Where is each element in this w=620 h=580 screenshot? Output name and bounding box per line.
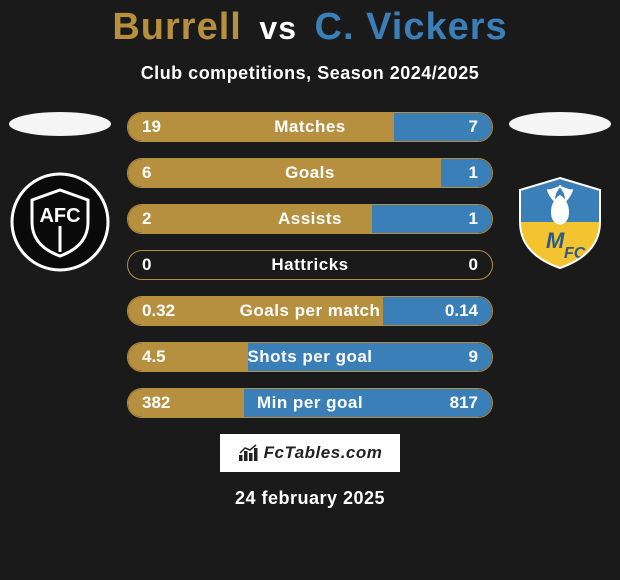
stat-label: Min per goal (257, 393, 363, 413)
stat-label: Hattricks (271, 255, 348, 275)
stat-value-left: 6 (142, 163, 151, 183)
comparison-stage: AFC M FC 19 Matches 7 6 Goals 1 2 Assists 1 0 Hatt… (0, 112, 620, 418)
stat-row: 6 Goals 1 (127, 158, 493, 188)
player1-name: Burrell (112, 6, 241, 48)
player1-club-badge: AFC (10, 172, 110, 272)
stat-value-left: 2 (142, 209, 151, 229)
stat-row: 0.32 Goals per match 0.14 (127, 296, 493, 326)
stat-label: Matches (274, 117, 346, 137)
stat-row: 19 Matches 7 (127, 112, 493, 142)
stat-value-left: 4.5 (142, 347, 166, 367)
stat-value-left: 0.32 (142, 301, 175, 321)
brand-chart-icon (238, 444, 258, 462)
player2-platform (509, 112, 611, 136)
stat-value-right: 1 (469, 209, 478, 229)
stat-label: Assists (278, 209, 342, 229)
stat-row: 2 Assists 1 (127, 204, 493, 234)
stat-row: 382 Min per goal 817 (127, 388, 493, 418)
stat-row: 4.5 Shots per goal 9 (127, 342, 493, 372)
brand-badge: FcTables.com (220, 434, 400, 472)
stat-value-right: 817 (450, 393, 478, 413)
player1-platform (9, 112, 111, 136)
stat-label: Goals per match (240, 301, 381, 321)
brand-text: FcTables.com (264, 443, 383, 463)
stat-value-left: 19 (142, 117, 161, 137)
stat-value-right: 0 (469, 255, 478, 275)
stat-value-right: 9 (469, 347, 478, 367)
stat-value-left: 382 (142, 393, 170, 413)
stat-fill-left (128, 113, 394, 141)
stat-label: Goals (285, 163, 335, 183)
stat-row: 0 Hattricks 0 (127, 250, 493, 280)
svg-text:M: M (546, 228, 565, 253)
vs-label: vs (253, 10, 303, 46)
stat-value-right: 0.14 (445, 301, 478, 321)
player2-name: C. Vickers (315, 6, 508, 48)
comparison-title: Burrell vs C. Vickers (0, 0, 620, 49)
stat-value-left: 0 (142, 255, 151, 275)
subtitle: Club competitions, Season 2024/2025 (0, 63, 620, 84)
svg-text:AFC: AFC (39, 205, 80, 227)
stat-rows: 19 Matches 7 6 Goals 1 2 Assists 1 0 Hattricks 0 0.3… (127, 112, 493, 418)
player2-club-badge: M FC (510, 172, 610, 272)
stat-value-right: 1 (469, 163, 478, 183)
stat-fill-right (441, 159, 492, 187)
svg-text:FC: FC (564, 245, 586, 262)
stat-label: Shots per goal (247, 347, 372, 367)
stat-value-right: 7 (469, 117, 478, 137)
date: 24 february 2025 (0, 488, 620, 509)
